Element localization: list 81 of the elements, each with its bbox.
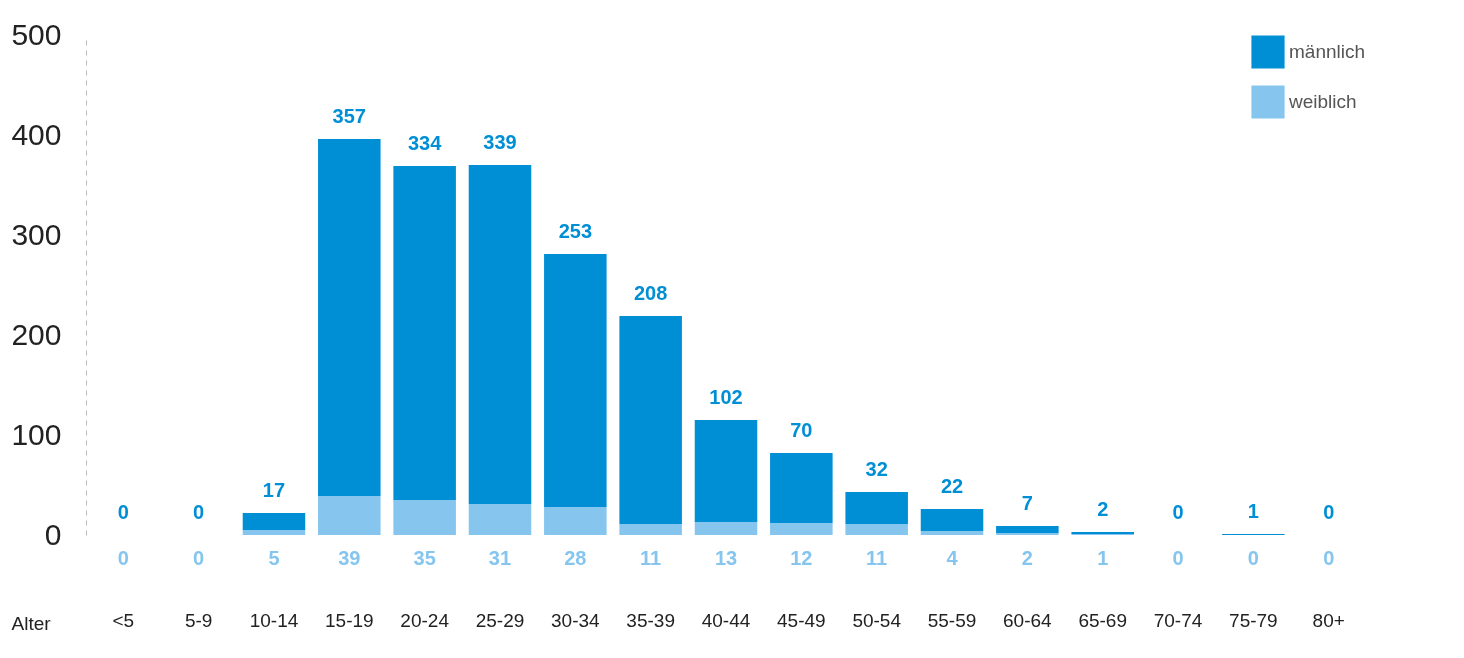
x-tick-label: 80+	[1312, 609, 1345, 631]
data-label: 7	[1021, 492, 1033, 514]
bar	[242, 530, 306, 535]
data-label: 357	[332, 105, 366, 127]
y-tick-label: 400	[11, 117, 62, 151]
data-label: 0	[1323, 547, 1335, 569]
bar	[318, 139, 381, 496]
bar	[242, 513, 306, 530]
x-tick-label: 60-64	[1003, 609, 1053, 631]
x-tick-label: <5	[112, 609, 135, 631]
x-axis-title: Alter	[11, 612, 52, 634]
bar	[694, 522, 758, 535]
bar	[770, 523, 833, 535]
data-label: 4	[946, 547, 959, 569]
data-label: 70	[790, 419, 813, 441]
y-tick-label: 500	[11, 17, 62, 51]
bar	[845, 524, 908, 535]
x-tick-label: 5-9	[184, 609, 213, 631]
data-label: 0	[193, 501, 205, 523]
data-label: 0	[117, 501, 129, 523]
bar	[393, 166, 456, 500]
data-label: 32	[865, 458, 888, 480]
bar	[694, 420, 758, 522]
data-label: 1	[1247, 500, 1259, 522]
y-tick-label: 0	[44, 517, 62, 551]
x-tick-label: 70-74	[1153, 609, 1203, 631]
data-label: 2	[1021, 547, 1033, 569]
bar	[318, 496, 381, 535]
data-label: 0	[1247, 547, 1259, 569]
y-tick-label: 200	[11, 317, 62, 351]
data-label: 0	[1172, 501, 1184, 523]
data-label: 22	[940, 475, 964, 497]
data-label: 0	[1323, 501, 1335, 523]
data-label: 339	[483, 131, 517, 153]
data-label: 28	[564, 547, 587, 569]
x-tick-label: 55-59	[927, 609, 977, 631]
x-tick-label: 20-24	[400, 609, 450, 631]
x-tick-label: 30-34	[551, 609, 601, 631]
data-label: 13	[714, 547, 738, 569]
data-label: 253	[558, 220, 593, 242]
data-label: 208	[633, 282, 668, 304]
x-tick-label: 35-39	[626, 609, 675, 631]
x-tick-label: 65-69	[1078, 609, 1127, 631]
bar	[544, 507, 607, 535]
x-tick-label: 15-19	[325, 609, 374, 631]
data-label: 35	[413, 547, 436, 569]
bar	[468, 504, 532, 535]
x-tick-label: 50-54	[852, 609, 902, 631]
bar	[393, 500, 456, 535]
data-label: 11	[640, 547, 662, 569]
data-label: 17	[262, 479, 286, 501]
data-label: 5	[268, 547, 280, 569]
data-label: 31	[488, 547, 512, 569]
data-label: 39	[338, 547, 361, 569]
data-label: 0	[117, 547, 129, 569]
bar	[619, 524, 682, 535]
data-label: 11	[866, 547, 888, 569]
y-tick-label: 100	[11, 417, 62, 451]
bar	[996, 526, 1059, 533]
x-tick-label: 25-29	[475, 609, 525, 631]
bar	[619, 316, 682, 524]
x-tick-label: 10-14	[249, 609, 299, 631]
data-label: 0	[1172, 547, 1184, 569]
bar	[920, 531, 984, 535]
legend-label: männlich	[1289, 41, 1366, 62]
data-label: 102	[709, 386, 743, 408]
data-label: 0	[193, 547, 205, 569]
data-label: 334	[407, 132, 443, 154]
data-label: 2	[1097, 498, 1109, 520]
legend-label: weiblich	[1288, 91, 1357, 112]
x-tick-label: 45-49	[777, 609, 826, 631]
data-label: 1	[1097, 547, 1109, 569]
x-tick-label: 75-79	[1229, 609, 1278, 631]
bar	[468, 165, 532, 504]
y-tick-label: 300	[11, 217, 62, 251]
bar	[920, 509, 984, 531]
bar	[770, 453, 833, 523]
bar	[544, 254, 607, 507]
data-label: 12	[790, 547, 813, 569]
x-tick-label: 40-44	[701, 609, 751, 631]
bar	[845, 492, 908, 524]
